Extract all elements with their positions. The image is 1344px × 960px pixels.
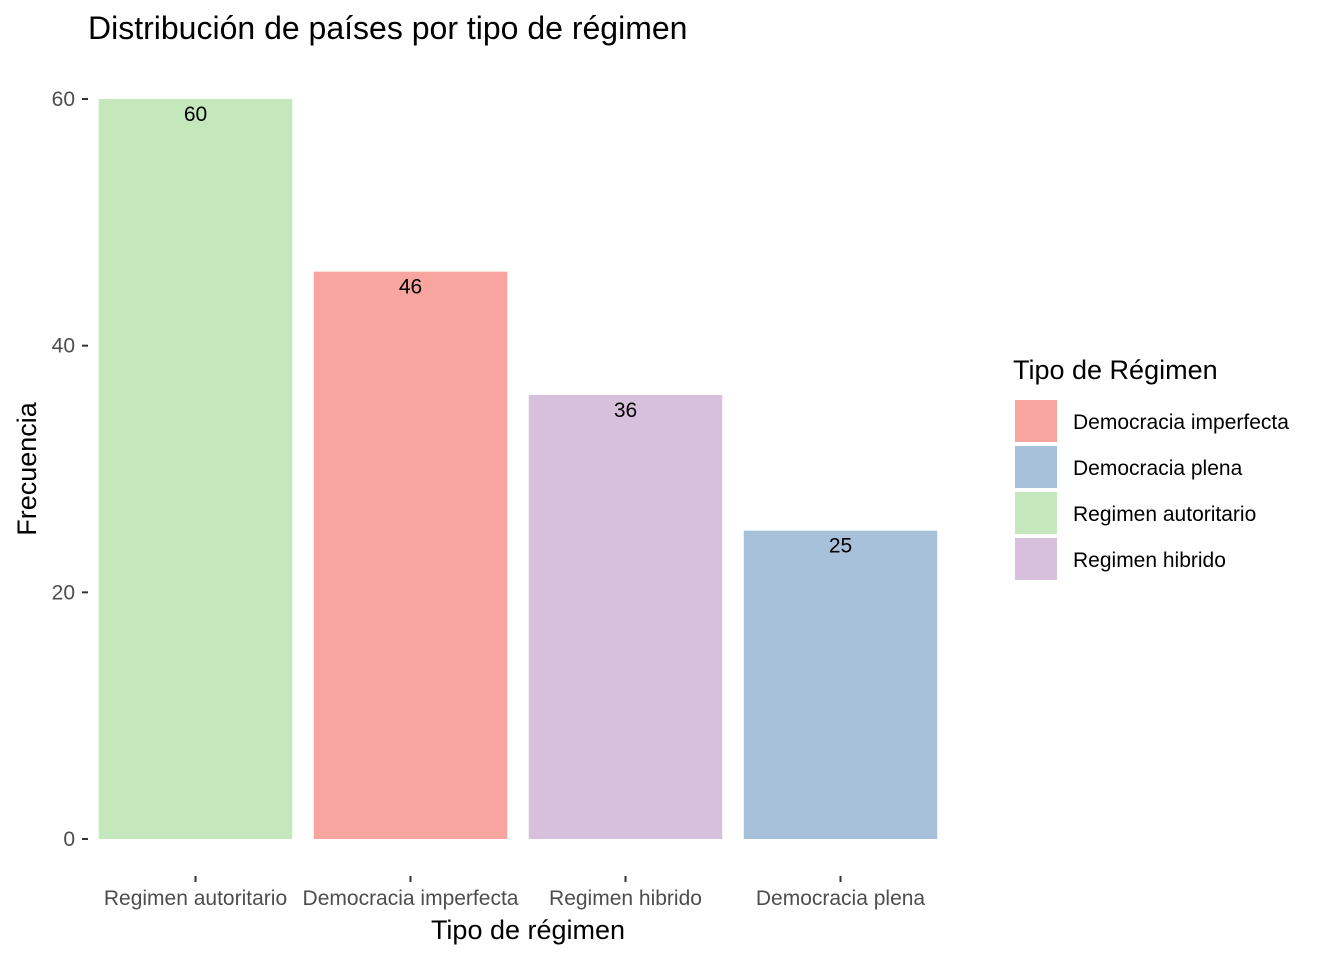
bar — [528, 395, 723, 839]
legend-label: Regimen hibrido — [1073, 549, 1226, 572]
legend-swatch — [1015, 538, 1057, 580]
bar-value-label: 60 — [184, 103, 207, 126]
y-tick-label: 20 — [52, 581, 75, 604]
bar-value-label: 25 — [829, 535, 852, 558]
x-tick-label: Democracia plena — [756, 887, 926, 910]
legend-swatch — [1015, 400, 1057, 442]
legend-title: Tipo de Régimen — [1013, 355, 1218, 385]
legend-swatch — [1015, 446, 1057, 488]
x-axis-title: Tipo de régimen — [431, 915, 625, 945]
y-axis-title: Frecuencia — [12, 401, 42, 536]
y-tick-label: 60 — [52, 88, 75, 111]
x-tick-label: Regimen autoritario — [104, 887, 287, 910]
bar-value-label: 36 — [614, 399, 637, 422]
bar — [743, 530, 938, 839]
bars: 60 46 36 25 — [98, 99, 938, 840]
x-tick-label: Democracia imperfecta — [303, 887, 519, 910]
legend: Tipo de Régimen Democracia imperfecta Dem… — [1013, 355, 1289, 580]
legend-label: Regimen autoritario — [1073, 503, 1256, 526]
bar — [313, 271, 508, 840]
x-tick-label: Regimen hibrido — [549, 887, 702, 910]
legend-swatch — [1015, 492, 1057, 534]
y-tick-label: 40 — [52, 335, 75, 358]
chart-title: Distribución de países por tipo de régim… — [88, 10, 687, 46]
y-axis: 0 20 40 60 — [52, 88, 88, 851]
legend-label: Democracia plena — [1073, 457, 1243, 480]
x-axis: Regimen autoritario Democracia imperfecta… — [104, 876, 926, 910]
legend-label: Democracia imperfecta — [1073, 411, 1289, 434]
bar — [98, 99, 293, 839]
bar-value-label: 46 — [399, 276, 422, 299]
y-tick-label: 0 — [63, 828, 75, 851]
